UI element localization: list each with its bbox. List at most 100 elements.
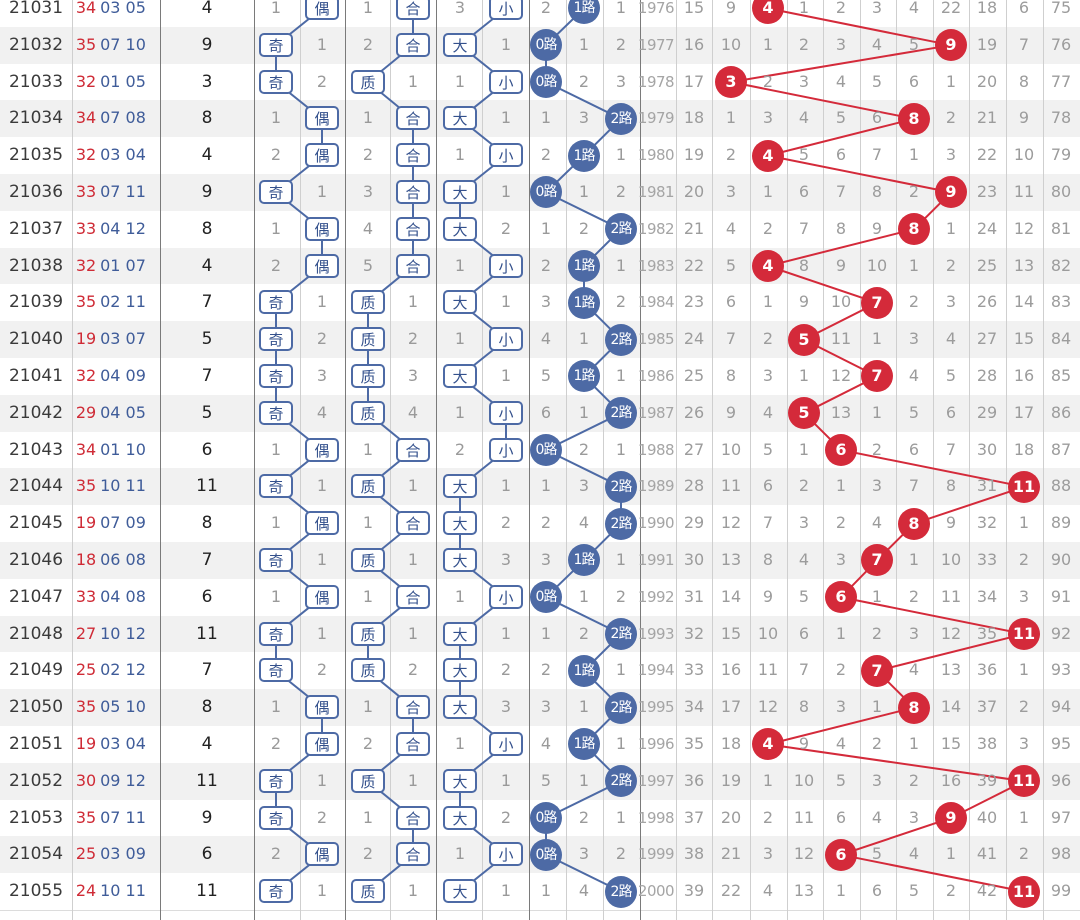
sum-ball: 4 bbox=[752, 728, 784, 761]
miss-count: 15 bbox=[683, 0, 705, 17]
prize-numbers-blue: 03 05 bbox=[100, 0, 146, 17]
miss-count: 25 bbox=[976, 255, 998, 275]
odd-tag: 奇 bbox=[259, 180, 293, 204]
miss-count: 30 bbox=[683, 550, 705, 569]
column-divider bbox=[482, 0, 483, 920]
miss-count: 39 bbox=[683, 881, 705, 901]
miss-count: 2 bbox=[362, 734, 374, 753]
miss-count: 1 bbox=[407, 623, 419, 643]
period-code: 1998 bbox=[637, 808, 675, 827]
prize-number-red: 19 bbox=[75, 329, 97, 349]
miss-count: 1 bbox=[578, 34, 590, 54]
miss-count: 31 bbox=[683, 586, 705, 606]
miss-count: 3 bbox=[1018, 734, 1030, 753]
miss-count: 13 bbox=[830, 402, 852, 422]
miss-count: 18 bbox=[1013, 439, 1035, 459]
miss-count: 4 bbox=[540, 734, 552, 753]
sum-value: 3 bbox=[201, 71, 213, 92]
miss-count: 14 bbox=[720, 586, 742, 606]
miss-count: 1 bbox=[500, 34, 512, 54]
composite-tag: 合 bbox=[396, 0, 430, 20]
issue-number: 21049 bbox=[8, 660, 64, 681]
miss-count: 15 bbox=[940, 734, 962, 753]
miss-count: 1 bbox=[540, 623, 552, 643]
miss-count: 82 bbox=[1050, 255, 1072, 275]
miss-count: 29 bbox=[683, 513, 705, 533]
issue-number: 21052 bbox=[8, 770, 64, 791]
even-tag: 偶 bbox=[305, 0, 339, 20]
sum-ball: 6 bbox=[825, 838, 857, 871]
miss-count: 7 bbox=[798, 218, 810, 238]
miss-count: 1 bbox=[362, 108, 374, 128]
miss-count: 2 bbox=[945, 881, 957, 901]
road-0-ball: 0路 bbox=[530, 176, 562, 209]
miss-count: 36 bbox=[683, 770, 705, 790]
miss-count: 1 bbox=[270, 218, 282, 238]
miss-count: 27 bbox=[976, 329, 998, 349]
odd-tag: 奇 bbox=[259, 69, 293, 94]
miss-count: 22 bbox=[976, 145, 998, 165]
miss-count: 87 bbox=[1050, 439, 1072, 459]
miss-count: 12 bbox=[940, 623, 962, 643]
big-tag: 大 bbox=[443, 511, 477, 536]
miss-count: 3 bbox=[362, 182, 374, 201]
miss-count: 8 bbox=[835, 218, 847, 238]
period-code: 1985 bbox=[637, 330, 675, 349]
miss-count: 2 bbox=[798, 34, 810, 54]
miss-count: 18 bbox=[683, 108, 705, 128]
road-2-ball: 2路 bbox=[605, 323, 637, 356]
sum-value: 7 bbox=[201, 550, 213, 570]
miss-count: 17 bbox=[683, 71, 705, 91]
issue-number: 21032 bbox=[8, 34, 64, 55]
sum-ball: 7 bbox=[861, 654, 893, 687]
miss-count: 16 bbox=[720, 660, 742, 680]
prize-number-red: 32 bbox=[75, 255, 97, 275]
miss-count: 3 bbox=[540, 697, 552, 717]
sum-ball: 11 bbox=[1008, 765, 1040, 798]
miss-count: 2 bbox=[1018, 844, 1030, 864]
miss-count: 2 bbox=[270, 844, 282, 864]
prize-numbers-blue: 01 07 bbox=[100, 255, 146, 275]
miss-count: 1 bbox=[615, 807, 627, 827]
miss-count: 4 bbox=[362, 218, 374, 238]
prize-numbers-blue: 03 04 bbox=[100, 145, 146, 165]
miss-count: 2 bbox=[1018, 697, 1030, 717]
column-divider bbox=[300, 0, 301, 920]
prize-number-red: 35 bbox=[75, 476, 97, 496]
prize-numbers-blue: 06 08 bbox=[100, 550, 146, 569]
miss-count: 3 bbox=[578, 476, 590, 496]
miss-count: 28 bbox=[683, 476, 705, 496]
period-code: 1997 bbox=[637, 771, 675, 790]
miss-count: 1 bbox=[362, 807, 374, 827]
miss-count: 9 bbox=[762, 586, 774, 606]
miss-count: 1 bbox=[1018, 807, 1030, 827]
road-2-ball: 2路 bbox=[605, 618, 637, 650]
miss-count: 2 bbox=[908, 586, 920, 606]
miss-count: 7 bbox=[871, 145, 883, 165]
miss-count: 26 bbox=[683, 402, 705, 422]
miss-count: 10 bbox=[793, 770, 815, 790]
miss-count: 15 bbox=[720, 623, 742, 643]
small-tag: 小 bbox=[489, 0, 523, 20]
column-divider bbox=[390, 0, 391, 920]
miss-count: 25 bbox=[683, 366, 705, 385]
miss-count: 4 bbox=[908, 844, 920, 864]
prize-number-red: 19 bbox=[75, 734, 97, 753]
miss-count: 22 bbox=[940, 0, 962, 17]
sum-ball: 8 bbox=[898, 213, 930, 246]
prize-numbers-blue: 04 05 bbox=[100, 402, 146, 422]
miss-count: 83 bbox=[1050, 292, 1072, 312]
miss-count: 1 bbox=[362, 513, 374, 533]
issue-number: 21039 bbox=[8, 292, 64, 313]
period-code: 1991 bbox=[637, 551, 675, 569]
miss-count: 4 bbox=[540, 329, 552, 349]
miss-count: 1 bbox=[454, 71, 466, 91]
issue-number: 21050 bbox=[8, 697, 64, 718]
miss-count: 6 bbox=[908, 439, 920, 459]
miss-count: 1 bbox=[454, 145, 466, 165]
miss-count: 9 bbox=[725, 0, 737, 17]
miss-count: 8 bbox=[871, 182, 883, 201]
miss-count: 2 bbox=[615, 844, 627, 864]
prime-tag: 质 bbox=[351, 768, 385, 793]
sum-value: 4 bbox=[201, 734, 213, 754]
